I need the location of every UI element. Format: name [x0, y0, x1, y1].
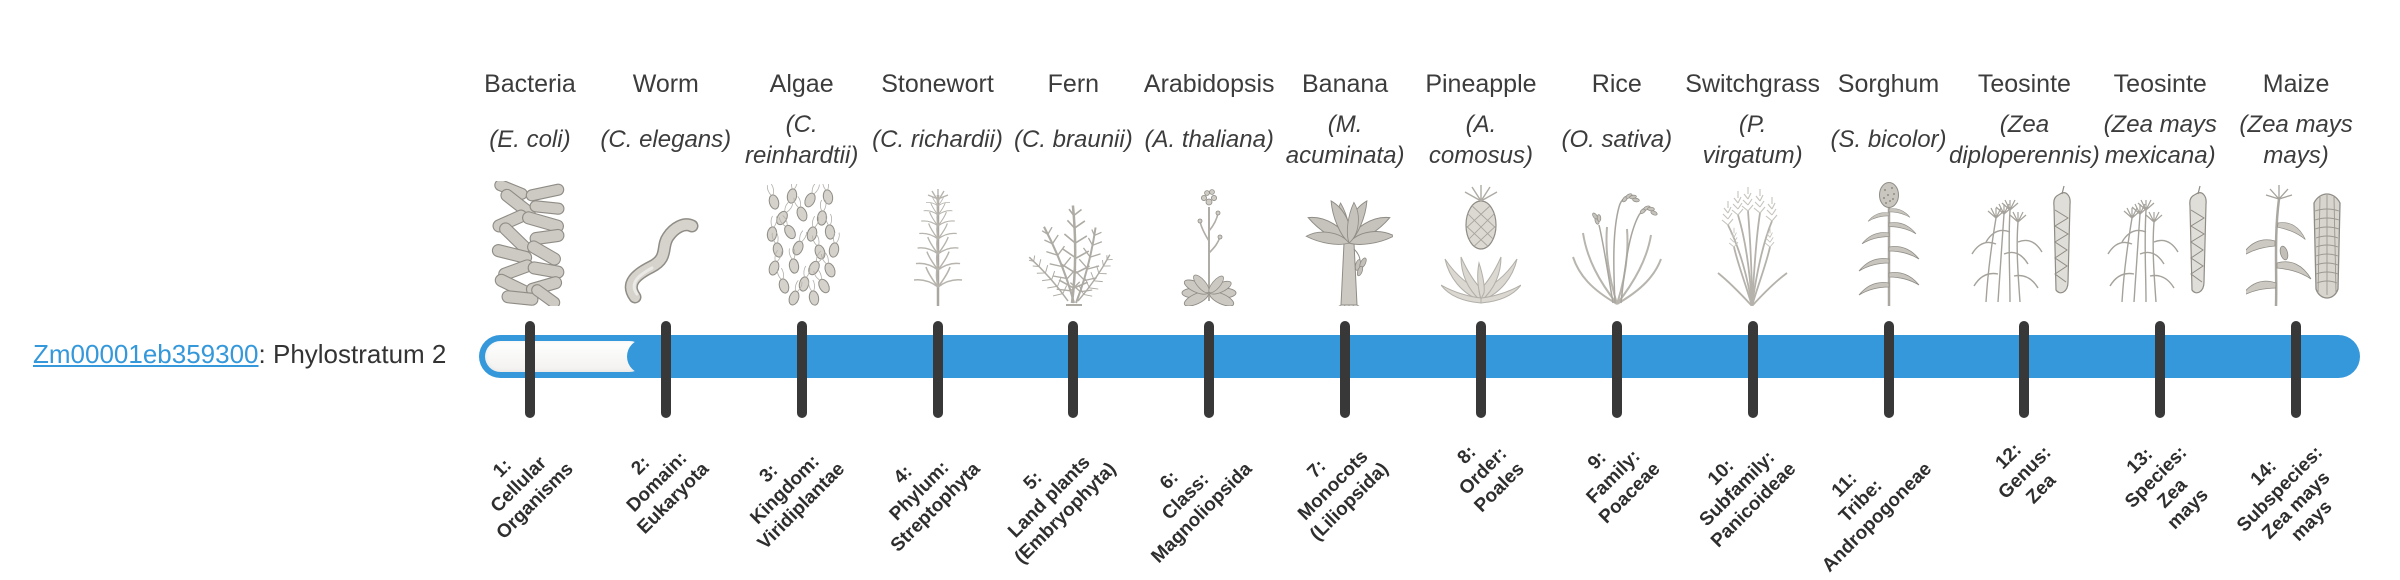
- organism-scientific-name: (S. bicolor): [1830, 126, 1947, 154]
- organism-name: Rice: [1591, 70, 1642, 98]
- stratum-tick-label: 10: Subfamily: Panicoideae: [1695, 446, 1800, 552]
- teosinte-icon: [1956, 178, 2092, 306]
- organism-name: Maize: [2262, 70, 2330, 98]
- stratum-column: Arabidopsis (A. thaliana) 6: Class: Magn…: [1141, 0, 1277, 580]
- stonewort-icon: [870, 178, 1006, 306]
- stratum-tick: [1883, 321, 1894, 418]
- stratum-column: Teosinte (Zea diploperennis) 12: Genus: …: [1949, 0, 2100, 580]
- stratum-tick: [932, 321, 943, 418]
- switchgrass-icon: [1685, 178, 1821, 306]
- stratum-tick-label: 14: Subspecies: Zea mays mays: [2233, 442, 2337, 546]
- fern-icon: [1005, 178, 1141, 306]
- organism-name: Teosinte: [2113, 70, 2207, 98]
- gene-link[interactable]: Zm00001eb359300: [33, 339, 259, 369]
- stratum-column: Switchgrass (P. virgatum) 10: Subfamily:…: [1685, 0, 1821, 580]
- stratum-tick: [2291, 321, 2302, 418]
- organism-scientific-name: (C. reinhardtii): [744, 110, 859, 169]
- algae-icon: [734, 178, 870, 306]
- organism-scientific-name: (C. braunii): [1014, 126, 1133, 154]
- stratum-tick-label: 9: Family: Poaceae: [1582, 445, 1664, 528]
- phylostratum-bar-fill: [627, 339, 2356, 374]
- stratum-column: Pineapple (A. comosus) 8: Order: Poales: [1413, 0, 1549, 580]
- stratum-column: Sorghum (S. bicolor) 11: Tribe: Andropog…: [1818, 0, 1957, 580]
- organism-scientific-name: (A. comosus): [1428, 110, 1533, 169]
- pineapple-icon: [1413, 178, 1549, 306]
- stratum-column: Maize (Zea mays mays) 14: Subspecies: Ze…: [2228, 0, 2364, 580]
- organism-name: Worm: [632, 70, 699, 98]
- stratum-column: Worm (C. elegans) 2: Domain: Eukaryota: [598, 0, 734, 580]
- stratum-tick: [1340, 321, 1351, 418]
- stratum-tick-label: 12: Genus: Zea: [1991, 439, 2060, 508]
- phylostratum-bar-unfilled-track: [485, 341, 645, 372]
- organism-name: Arabidopsis: [1143, 70, 1275, 98]
- stratum-tick: [2155, 321, 2166, 418]
- stratum-tick-label: 1: Cellular Organisms: [486, 452, 578, 544]
- organism-name: Fern: [1047, 70, 1100, 98]
- organism-scientific-name: (Zea mays mexicana): [2103, 110, 2217, 169]
- organism-scientific-name: (E. coli): [489, 126, 571, 154]
- organism-name: Switchgrass: [1685, 70, 1821, 98]
- organism-name: Sorghum: [1837, 70, 1940, 98]
- maize-icon: [2228, 178, 2364, 306]
- stratum-column: Bacteria (E. coli) 1: Cellular Organisms: [462, 0, 598, 580]
- timeline-columns: Bacteria (E. coli) 1: Cellular Organisms…: [462, 0, 2364, 580]
- organism-scientific-name: (A. thaliana): [1144, 126, 1274, 154]
- organism-scientific-name: (Zea mays mays): [2239, 110, 2353, 169]
- banana-icon: [1277, 178, 1413, 306]
- worm-icon: [598, 178, 734, 306]
- stratum-tick: [1611, 321, 1622, 418]
- sorghum-icon: [1821, 178, 1957, 306]
- stratum-column: Teosinte (Zea mays mexicana) 13: Species…: [2092, 0, 2228, 580]
- stratum-tick: [1204, 321, 1215, 418]
- stratum-tick: [2019, 321, 2030, 418]
- bacteria-icon: [462, 178, 598, 306]
- stratum-tick: [1747, 321, 1758, 418]
- organism-scientific-name: (C. richardii): [872, 126, 1003, 154]
- phylostratum-bar: [479, 335, 2360, 378]
- organism-name: Algae: [769, 70, 834, 98]
- organism-scientific-name: (O. sativa): [1561, 126, 1673, 154]
- stratum-tick-label: 8: Order: Poales: [1453, 441, 1529, 517]
- organism-name: Teosinte: [1977, 70, 2071, 98]
- stratum-column: Stonewort (C. richardii) 4: Phylum: Stre…: [870, 0, 1006, 580]
- organism-name: Pineapple: [1425, 70, 1537, 98]
- organism-scientific-name: (M. acuminata): [1285, 110, 1405, 169]
- stratum-column: Rice (O. sativa) 9: Family: Poaceae: [1549, 0, 1685, 580]
- rice-icon: [1549, 178, 1685, 306]
- stratum-tick: [660, 321, 671, 418]
- teosinte-icon: [2092, 178, 2228, 306]
- organism-scientific-name: (P. virgatum): [1702, 110, 1803, 169]
- stratum-tick-label: 3: Kingdom: Viridiplantae: [746, 450, 849, 554]
- stratum-column: Fern (C. braunii) 5: Land plants (Embryo…: [1004, 0, 1141, 580]
- stratum-column: Banana (M. acuminata) 7: Monocots (Lilio…: [1277, 0, 1413, 580]
- stratum-tick: [1068, 321, 1079, 418]
- stratum-tick-label: 2: Domain: Eukaryota: [622, 447, 713, 539]
- stratum-tick: [524, 321, 535, 418]
- organism-scientific-name: (C. elegans): [600, 126, 732, 154]
- organism-name: Banana: [1301, 70, 1389, 98]
- arabidopsis-icon: [1141, 178, 1277, 306]
- organism-name: Bacteria: [484, 70, 576, 98]
- stratum-tick-label: 7: Monocots (Liliopsida): [1293, 446, 1393, 545]
- stratum-tick: [796, 321, 807, 418]
- gene-label: Zm00001eb359300: Phylostratum 2: [33, 340, 446, 369]
- stratum-tick-label: 4: Phylum: Streptophyta: [885, 457, 985, 556]
- stratum-tick: [1475, 321, 1486, 418]
- organism-scientific-name: (Zea diploperennis): [1949, 110, 2100, 169]
- stratum-column: Algae (C. reinhardtii) 3: Kingdom: Virid…: [734, 0, 870, 580]
- gene-phylostratum-text: : Phylostratum 2: [258, 339, 447, 369]
- organism-name: Stonewort: [881, 70, 994, 98]
- stratum-tick-label: 13: Species: Zea mays: [2121, 442, 2214, 535]
